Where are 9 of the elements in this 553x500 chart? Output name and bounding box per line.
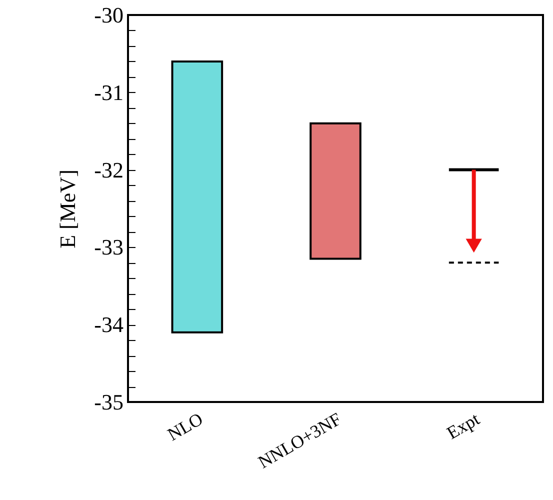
y-tick-label: -34 bbox=[94, 312, 124, 338]
x-tick-label: Expt bbox=[443, 408, 483, 444]
x-tick-label: NLO bbox=[164, 408, 206, 445]
y-tick-label: -33 bbox=[94, 234, 124, 260]
y-axis-title: E [MeV] bbox=[55, 170, 80, 248]
y-tick-label: -35 bbox=[94, 390, 124, 414]
y-tick-label: -30 bbox=[94, 2, 124, 28]
y-tick-label: -32 bbox=[94, 157, 124, 182]
y-tick-label: -31 bbox=[94, 80, 124, 105]
